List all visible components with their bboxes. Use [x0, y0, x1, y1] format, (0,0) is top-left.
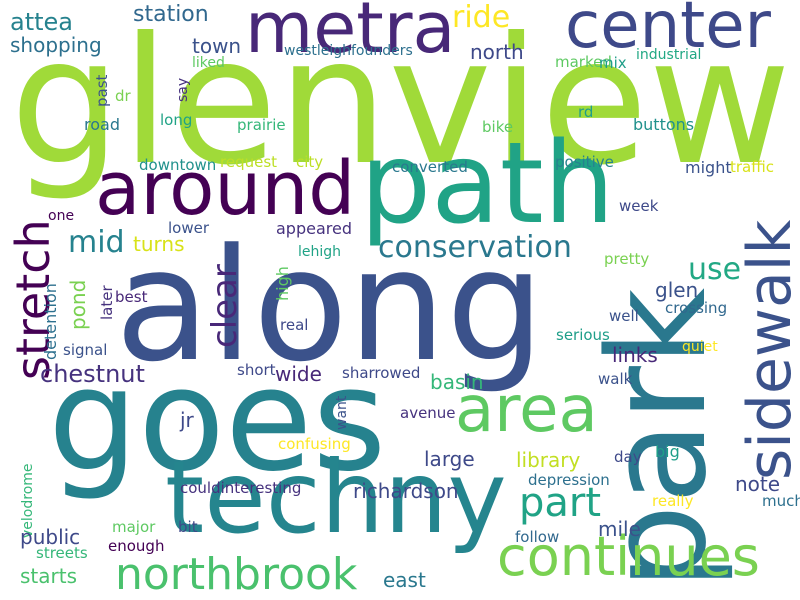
word-say: say [175, 77, 191, 102]
word-might: might [685, 158, 732, 177]
word-library: library [516, 448, 581, 472]
word-serious: serious [556, 326, 610, 344]
word-city: city [296, 153, 324, 171]
word-buttons: buttons [633, 115, 695, 134]
word-links: links [612, 343, 658, 367]
word-want: want [334, 395, 350, 430]
word-metra: metra [245, 0, 456, 69]
word-liked: liked [192, 55, 225, 71]
word-request: request [220, 153, 278, 171]
word-conservation: conservation [378, 230, 572, 265]
word-along: along [115, 215, 545, 396]
word-attea: attea [10, 8, 73, 36]
word-public: public [20, 525, 81, 549]
word-note: note [735, 472, 781, 496]
word-glen: glen [655, 278, 699, 302]
word-bike: bike [482, 118, 514, 136]
word-confusing: confusing [278, 435, 351, 453]
word-chestnut: chestnut [40, 360, 145, 388]
word-real: real [280, 316, 309, 334]
word-bit: bit [178, 518, 198, 536]
word-one: one [48, 208, 75, 224]
word-appeared: appeared [276, 219, 352, 238]
word-glenview: glenview [10, 1, 792, 204]
word-basin: basin [430, 370, 484, 394]
word-shopping: shopping [10, 33, 102, 57]
word-mix: mix [599, 54, 627, 72]
word-positive: positive [555, 153, 614, 171]
word-lower: lower [168, 219, 210, 237]
word-much: much [762, 492, 800, 510]
word-detention: detention [41, 283, 60, 360]
word-westleighfounders: westleighfounders [284, 43, 413, 59]
word-industrial: industrial [636, 47, 702, 63]
word-around: around [95, 146, 356, 232]
word-station: station [133, 2, 209, 27]
word-walk: walk [598, 370, 633, 388]
word-prairie: prairie [237, 116, 286, 134]
word-part: part [519, 480, 602, 526]
word-mid: mid [68, 225, 125, 260]
word-north: north [470, 40, 524, 64]
word-past: past [93, 74, 111, 107]
word-use: use [688, 252, 742, 287]
word-pretty: pretty [604, 250, 650, 268]
word-area: area [455, 373, 598, 447]
word-best: best [115, 288, 148, 306]
word-wide: wide [275, 362, 322, 386]
word-road: road [84, 115, 120, 134]
word-later: later [98, 285, 116, 320]
word-rd: rd [578, 103, 594, 121]
word-lehigh: lehigh [298, 244, 342, 260]
word-crossing: crossing [665, 299, 728, 317]
word-avenue: avenue [400, 404, 456, 422]
word-enough: enough [108, 537, 165, 555]
word-turns: turns [133, 232, 185, 256]
word-well: well [609, 307, 639, 325]
word-follow: follow [515, 528, 560, 546]
word-ride: ride [452, 0, 511, 35]
word-sidewalk: sidewalk [735, 219, 800, 480]
word-techny: techny [165, 439, 507, 556]
word-marked: marked [555, 53, 612, 71]
word-mile: mile [598, 517, 641, 541]
word-quiet: quiet [682, 339, 718, 355]
word-high: high [273, 266, 292, 301]
word-day: day [614, 448, 642, 466]
word-short: short [237, 361, 276, 379]
word-week: week [619, 197, 659, 215]
word-continues: continues [497, 525, 760, 588]
word-couldinteresting: couldinteresting [180, 479, 302, 497]
word-streets: streets [36, 544, 88, 562]
word-town: town [192, 34, 242, 58]
word-center: center [565, 0, 771, 63]
word-big: big [655, 442, 680, 461]
word-sharrowed: sharrowed [342, 364, 421, 382]
word-traffic: traffic [730, 158, 774, 176]
word-richardson: richardson [353, 479, 459, 503]
word-downtown: downtown [139, 156, 217, 174]
word-major: major [112, 518, 156, 536]
word-starts: starts [20, 564, 78, 588]
word-signal: signal [63, 341, 108, 359]
word-really: really [652, 492, 694, 510]
word-clear: clear [205, 264, 245, 348]
word-path: path [360, 119, 615, 249]
word-east: east [383, 568, 426, 592]
word-converted: converted [392, 158, 468, 176]
word-long: long [160, 111, 193, 129]
word-goes: goes [48, 338, 387, 503]
word-dr: dr [115, 87, 131, 105]
word-jr: jr [180, 408, 194, 432]
word-large: large [424, 447, 475, 471]
word-northbrook: northbrook [115, 549, 358, 600]
word-depression: depression [528, 471, 610, 489]
word-pond: pond [66, 279, 90, 330]
